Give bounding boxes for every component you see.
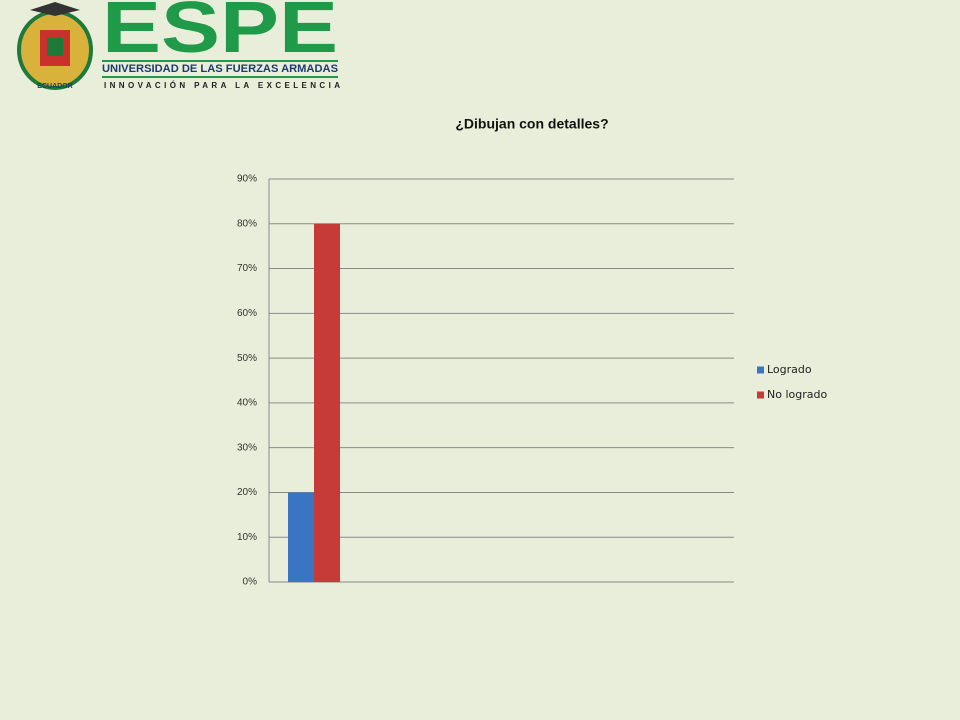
legend-swatch xyxy=(757,366,764,374)
legend-label: Logrado xyxy=(767,363,812,376)
y-tick-label: 0% xyxy=(243,577,258,588)
legend-swatch xyxy=(757,391,764,399)
logo-shield-inner xyxy=(47,38,63,56)
y-tick-label: 80% xyxy=(237,218,257,229)
y-tick-label: 50% xyxy=(237,353,257,364)
logo-country: ECUADOR xyxy=(37,83,72,90)
y-tick-label: 70% xyxy=(237,263,257,274)
bar xyxy=(288,492,314,582)
y-tick-label: 60% xyxy=(237,308,257,319)
logo-motto: INNOVACIÓN PARA LA EXCELENCIA xyxy=(104,81,340,90)
y-tick-label: 10% xyxy=(237,532,257,543)
chart-title: ¿Dibujan con detalles? xyxy=(455,116,608,132)
y-tick-label: 20% xyxy=(237,487,257,498)
bar xyxy=(314,223,340,582)
legend-label: No logrado xyxy=(767,388,827,401)
logo-university: UNIVERSIDAD DE LAS FUERZAS ARMADAS xyxy=(102,63,338,75)
logo-name: ESPE xyxy=(102,0,338,68)
y-tick-label: 30% xyxy=(237,442,257,453)
y-tick-label: 40% xyxy=(237,398,257,409)
logo: ECUADOR ESPE UNIVERSIDAD DE LAS FUERZAS … xyxy=(17,0,340,90)
y-tick-label: 90% xyxy=(237,174,257,185)
logo-condor xyxy=(30,2,80,16)
